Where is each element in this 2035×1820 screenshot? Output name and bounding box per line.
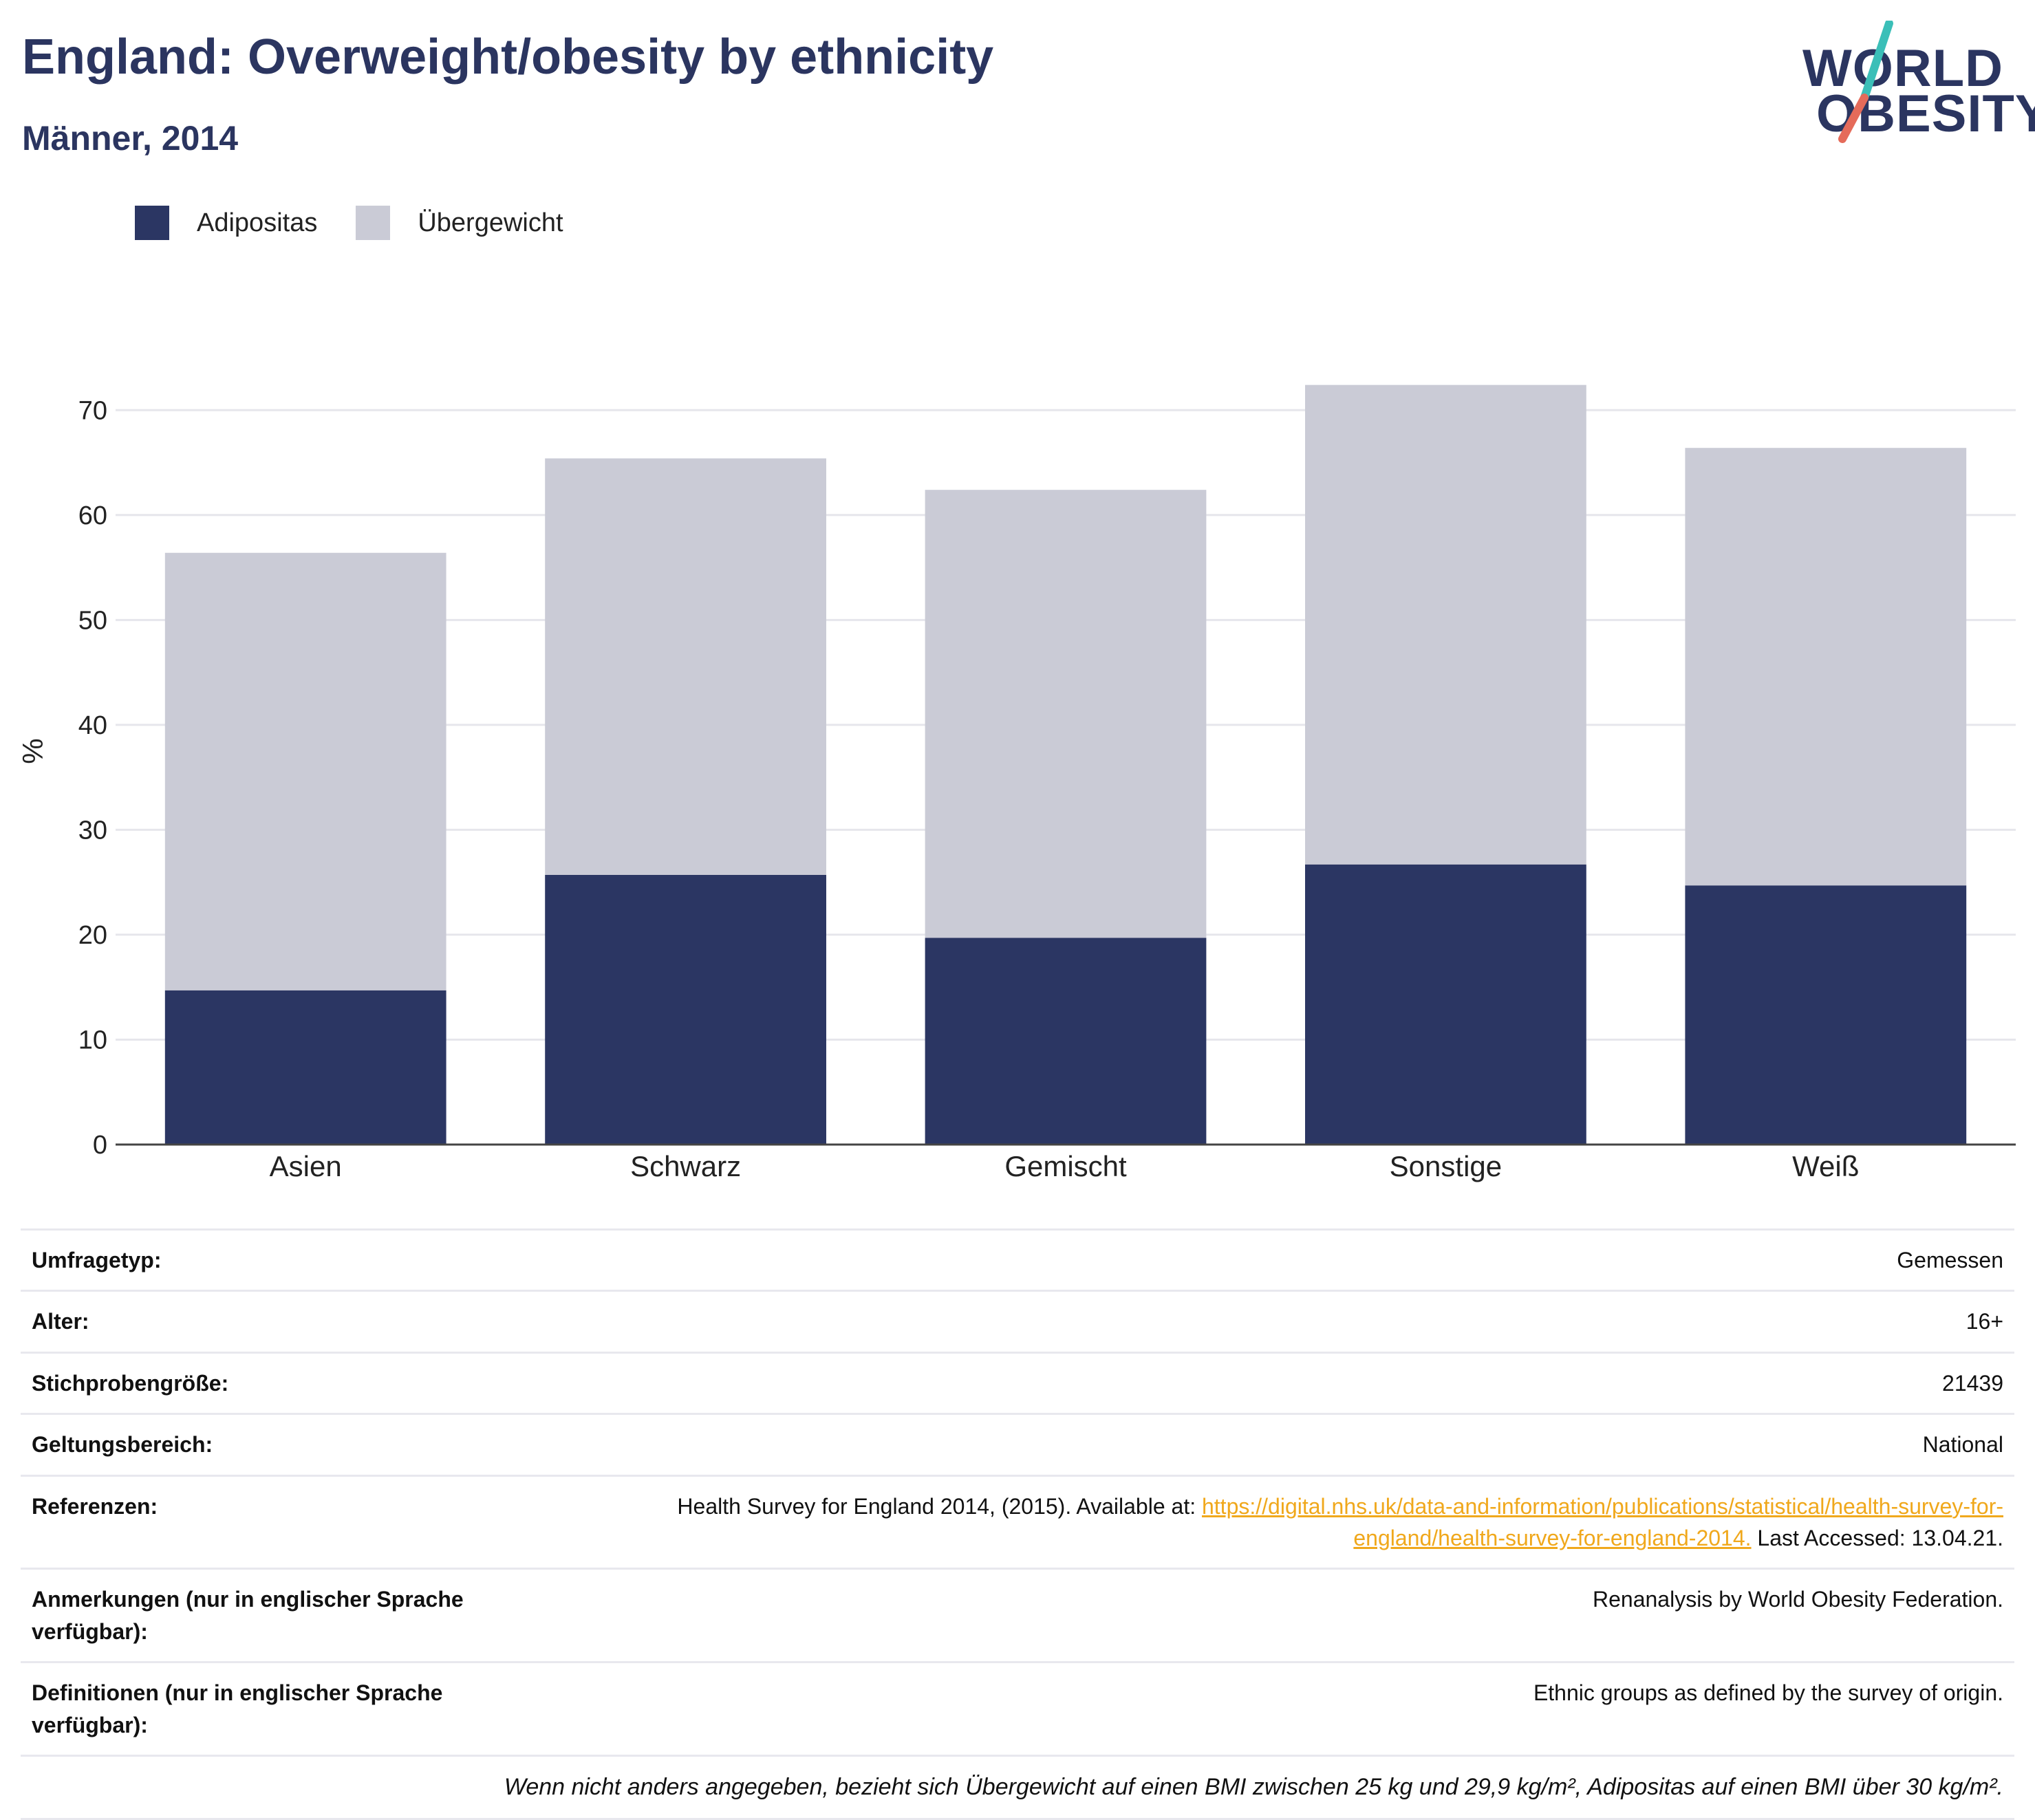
- y-tick-label: 50: [78, 606, 107, 635]
- info-value: National: [517, 1413, 2014, 1476]
- x-axis-labels: Asien Schwarz Gemischt Sonstige Weiß: [270, 1150, 1860, 1182]
- y-tick-label: 10: [78, 1026, 107, 1054]
- info-key: Stichprobengröße:: [21, 1351, 517, 1414]
- y-axis-title: %: [17, 738, 49, 763]
- stacked-bar-chart: 0 10 20 30 40 50 60 70 Asien Schwarz Gemischt Sons…: [17, 384, 2016, 1182]
- info-value: 21439: [517, 1351, 2014, 1414]
- bar-uebergewicht-3[interactable]: [1305, 384, 1586, 865]
- chart-subtitle: Männer, 2014: [22, 119, 239, 158]
- info-row-survey-type: Umfragetyp: Gemessen: [21, 1228, 2014, 1291]
- info-value: Health Survey for England 2014, (2015). …: [517, 1474, 2014, 1569]
- y-tick-label: 60: [78, 501, 107, 530]
- y-tick-label: 0: [93, 1131, 107, 1160]
- x-tick-label: Gemischt: [1004, 1150, 1127, 1182]
- y-tick-label: 40: [78, 711, 107, 740]
- info-value: 16+: [517, 1290, 2014, 1353]
- legend-label-adipositas: Adipositas: [197, 208, 318, 237]
- info-row-references: Referenzen: Health Survey for England 20…: [21, 1474, 2014, 1569]
- x-tick-label: Weiß: [1792, 1150, 1859, 1182]
- bar-adipositas-0[interactable]: [164, 990, 446, 1145]
- info-table: Umfragetyp: Gemessen Alter: 16+ Stichpro…: [21, 1228, 2014, 1820]
- bar-adipositas-1[interactable]: [545, 874, 826, 1145]
- logo-slash-icon: [1838, 21, 1893, 143]
- info-row-sample-size: Stichprobengröße: 21439: [21, 1351, 2014, 1414]
- x-tick-label: Asien: [270, 1150, 342, 1182]
- info-key: Umfragetyp:: [21, 1228, 517, 1291]
- world-obesity-logo[interactable]: WORLD OBESITY: [1789, 21, 2035, 144]
- y-axis-ticks: 0 10 20 30 40 50 60 70: [78, 396, 107, 1160]
- info-key: Alter:: [21, 1290, 517, 1353]
- bar-group: [164, 384, 1967, 1145]
- info-key: Referenzen:: [21, 1474, 517, 1569]
- bar-adipositas-3[interactable]: [1305, 864, 1586, 1145]
- info-row-age: Alter: 16+: [21, 1290, 2014, 1353]
- legend-swatch-uebergewicht: [356, 206, 391, 240]
- reference-text: Health Survey for England 2014, (2015). …: [677, 1493, 1202, 1519]
- info-row-scope: Geltungsbereich: National: [21, 1413, 2014, 1476]
- bmi-footnote: Wenn nicht anders angegeben, bezieht sic…: [21, 1754, 2014, 1820]
- info-value: Ethnic groups as defined by the survey o…: [517, 1661, 2014, 1756]
- reference-accessed: Last Accessed: 13.04.21.: [1751, 1525, 2003, 1550]
- y-tick-label: 30: [78, 816, 107, 845]
- bar-uebergewicht-1[interactable]: [545, 458, 826, 875]
- info-row-notes: Anmerkungen (nur in englischer Sprache v…: [21, 1568, 2014, 1662]
- chart-legend: Adipositas Übergewicht: [135, 204, 602, 242]
- info-key: Geltungsbereich:: [21, 1413, 517, 1476]
- chart-title: England: Overweight/obesity by ethnicity: [22, 30, 994, 85]
- legend-swatch-adipositas: [135, 206, 169, 240]
- bar-adipositas-4[interactable]: [1685, 885, 1967, 1145]
- legend-item-uebergewicht[interactable]: Übergewicht: [356, 206, 563, 240]
- legend-item-adipositas[interactable]: Adipositas: [135, 206, 317, 240]
- logo-word-world: WORLD: [1802, 39, 2004, 98]
- bar-uebergewicht-4[interactable]: [1685, 448, 1967, 886]
- bar-uebergewicht-2[interactable]: [925, 490, 1207, 938]
- info-value: Gemessen: [517, 1228, 2014, 1291]
- info-key: Anmerkungen (nur in englischer Sprache v…: [21, 1568, 517, 1662]
- bar-uebergewicht-0[interactable]: [164, 552, 446, 990]
- x-tick-label: Schwarz: [630, 1150, 741, 1182]
- y-tick-label: 70: [78, 396, 107, 425]
- legend-label-uebergewicht: Übergewicht: [418, 208, 563, 237]
- info-key: Definitionen (nur in englischer Sprache …: [21, 1661, 517, 1756]
- bar-adipositas-2[interactable]: [925, 938, 1207, 1145]
- info-value: Renanalysis by World Obesity Federation.: [517, 1568, 2014, 1662]
- info-row-footnote: Wenn nicht anders angegeben, bezieht sic…: [21, 1754, 2014, 1820]
- x-tick-label: Sonstige: [1390, 1150, 1502, 1182]
- y-tick-label: 20: [78, 921, 107, 950]
- reference-link[interactable]: https://digital.nhs.uk/data-and-informat…: [1201, 1493, 2003, 1550]
- info-row-definitions: Definitionen (nur in englischer Sprache …: [21, 1661, 2014, 1756]
